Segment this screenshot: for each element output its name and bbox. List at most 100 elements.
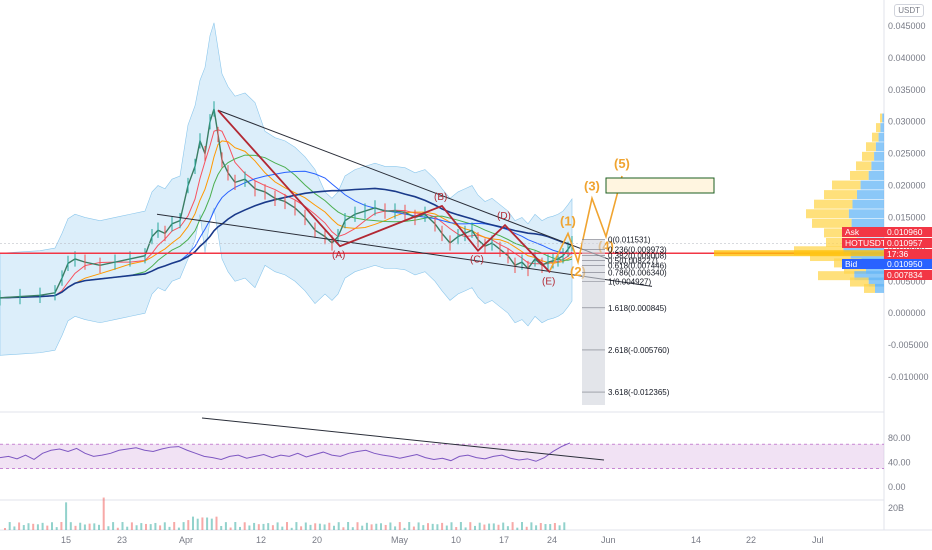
volume-bar <box>8 522 11 530</box>
volume-bar <box>182 522 185 530</box>
price-axis-tick: 0.020000 <box>888 181 926 191</box>
volume-bar <box>248 525 251 530</box>
volume-bar <box>497 524 500 530</box>
volume-bar <box>168 526 171 530</box>
volume-bar <box>549 524 552 530</box>
volume-bar <box>286 522 288 530</box>
volume-bar <box>46 525 49 530</box>
price-axis-tick: -0.005000 <box>888 340 929 350</box>
volume-profile-bar <box>850 252 884 262</box>
volume-bar <box>553 523 556 530</box>
volume-bar <box>412 526 415 530</box>
volume-bar <box>271 525 274 530</box>
volume-bar <box>149 524 152 530</box>
volume-bar <box>544 524 547 530</box>
fib-level-label: 0.236(0.009973) <box>608 246 667 255</box>
volume-bar <box>488 523 491 530</box>
volume-bar <box>309 524 312 530</box>
volume-bar <box>83 524 86 530</box>
volume-bar <box>206 517 209 530</box>
price-axis-tick: 0.015000 <box>888 212 926 222</box>
volume-bar <box>427 523 429 530</box>
time-axis-tick: Jun <box>601 535 616 545</box>
price-badge-label: HOTUSDT <box>845 238 886 248</box>
impulse-wave-label: (1) <box>560 213 576 228</box>
volume-bar <box>93 523 96 530</box>
time-axis-tick: Jul <box>812 535 824 545</box>
volume-profile-bar <box>806 209 849 219</box>
volume-bar <box>469 522 472 530</box>
volume-bar <box>13 526 16 530</box>
volume-bar <box>210 518 213 530</box>
price-badge-label: Ask <box>845 227 860 237</box>
volume-bar <box>328 522 331 530</box>
volume-bar <box>389 522 392 530</box>
volume-profile-bar <box>856 161 872 171</box>
price-axis-tick: 0.030000 <box>888 117 926 127</box>
volume-bar <box>295 522 298 530</box>
volume-bar <box>323 524 326 530</box>
volume-bar <box>177 527 180 530</box>
volume-bar <box>431 523 434 530</box>
volume-profile-bar <box>876 123 881 133</box>
price-badge-bg <box>884 227 932 237</box>
volume-bar <box>135 525 138 530</box>
volume-bar <box>253 522 256 530</box>
volume-bar <box>276 522 279 530</box>
price-badge-bg <box>884 238 932 248</box>
volume-bar <box>521 522 523 530</box>
volume-bar <box>121 522 124 530</box>
volume-bar <box>506 526 509 530</box>
rsi-axis-tick: 40.00 <box>888 458 911 468</box>
rsi-band <box>0 444 884 469</box>
lower-trendline <box>156 213 653 287</box>
volume-bar <box>145 523 147 530</box>
volume-bar <box>417 522 420 530</box>
fib-level-label: 1(0.004927) <box>608 278 651 287</box>
price-axis-tick: -0.010000 <box>888 372 929 382</box>
volume-profile-poc <box>714 250 884 257</box>
impulse-wave-path <box>549 175 623 271</box>
volume-profile-bar <box>878 132 884 142</box>
impulse-wave-label: (2) <box>570 264 586 279</box>
volume-bar <box>220 526 223 530</box>
volume-bar <box>290 527 293 530</box>
volume-profile-bar <box>866 142 876 152</box>
wave-label: (D) <box>497 211 511 222</box>
volume-bar <box>474 525 476 530</box>
volume-bar <box>130 522 133 530</box>
fib-level-label: 0.786(0.006340) <box>608 269 667 278</box>
price-axis-tick: 0.040000 <box>888 53 926 63</box>
volume-bar <box>337 522 340 530</box>
target-zone-box <box>605 177 715 194</box>
volume-bar <box>539 523 542 530</box>
time-axis-tick: 15 <box>61 535 71 545</box>
volume-profile-bar <box>868 170 884 180</box>
volume-profile-bar <box>850 170 869 180</box>
time-axis-tick: 10 <box>451 535 461 545</box>
volume-bar <box>558 525 561 530</box>
fib-level-label: 2.618(-0.005760) <box>608 346 670 355</box>
volume-bar <box>163 522 166 530</box>
volume-bar <box>22 525 25 530</box>
time-axis-tick: 17 <box>499 535 509 545</box>
quote-unit-button[interactable]: USDT <box>894 4 924 17</box>
price-axis-tick: 0.025000 <box>888 149 926 159</box>
volume-bar <box>102 497 105 530</box>
volume-profile-bar <box>866 264 884 274</box>
volume-bar <box>201 517 204 530</box>
volume-profile-bar <box>880 123 884 133</box>
volume-bar <box>187 520 190 530</box>
volume-bar <box>196 518 199 530</box>
volume-bar <box>408 522 411 530</box>
impulse-wave-label: (3) <box>584 178 600 193</box>
volume-bar <box>450 522 453 530</box>
volume-bar <box>483 524 486 530</box>
volume-profile-bar <box>814 199 853 209</box>
volume-bar <box>394 526 397 530</box>
volume-bar <box>112 522 115 530</box>
volume-bar <box>563 522 566 530</box>
volume-bar <box>464 527 467 530</box>
volume-bar <box>239 526 241 530</box>
